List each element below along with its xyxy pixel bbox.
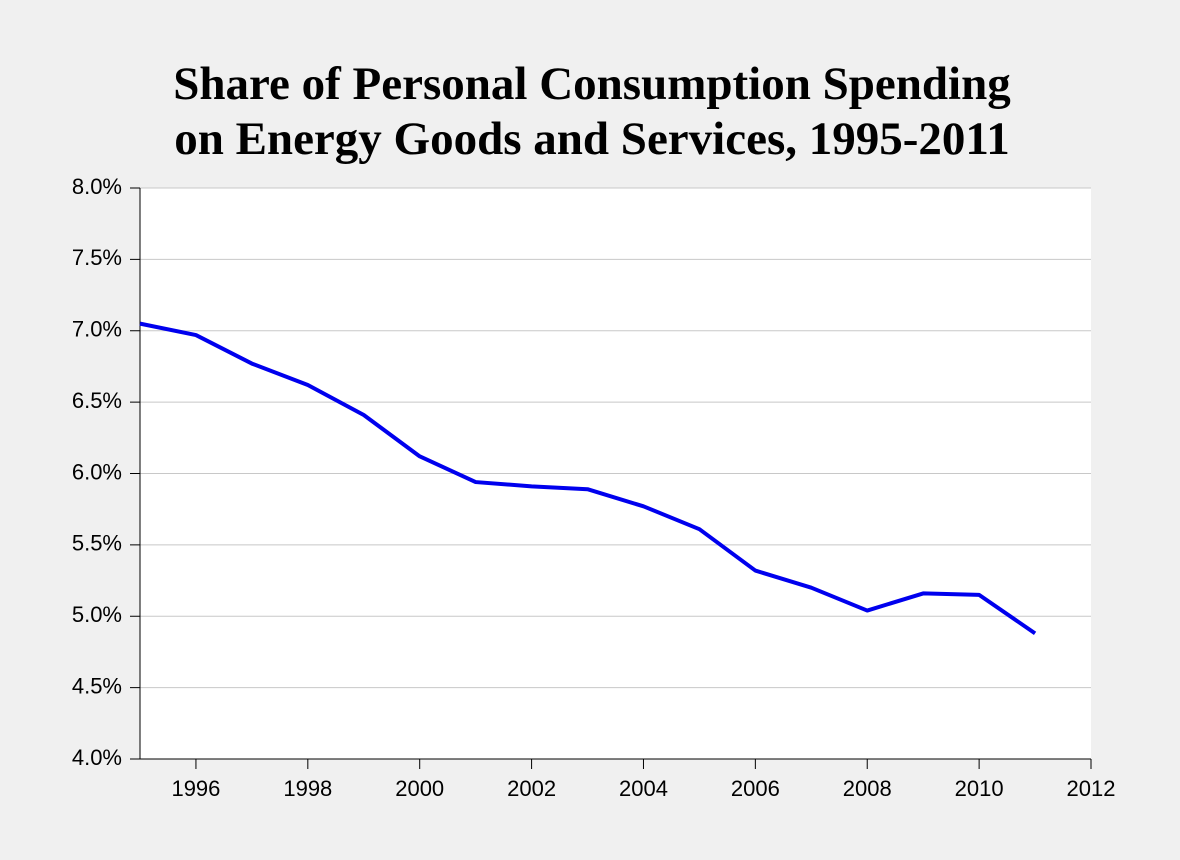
chart-title: Share of Personal Consumption Spending [173,58,1011,110]
y-tick-label: 6.0% [72,459,122,484]
x-tick-label: 1996 [171,776,220,801]
y-tick-label: 4.0% [72,745,122,770]
chart-title: on Energy Goods and Services, 1995-2011 [174,113,1010,165]
x-tick-label: 1998 [283,776,332,801]
y-tick-label: 8.0% [72,174,122,199]
x-tick-label: 2004 [619,776,668,801]
data-line [139,321,1037,636]
y-tick-label: 7.0% [72,317,122,342]
y-tick-label: 6.5% [72,388,122,413]
x-tick-label: 2006 [731,776,780,801]
x-tick-label: 2012 [1067,776,1116,801]
y-tick-label: 4.5% [72,673,122,698]
x-tick-label: 2002 [507,776,556,801]
x-tick-label: 2010 [955,776,1004,801]
y-tick-label: 5.5% [72,531,122,556]
x-tick-label: 2008 [843,776,892,801]
x-tick-label: 2000 [395,776,444,801]
y-tick-label: 7.5% [72,245,122,270]
y-tick-label: 5.0% [72,602,122,627]
